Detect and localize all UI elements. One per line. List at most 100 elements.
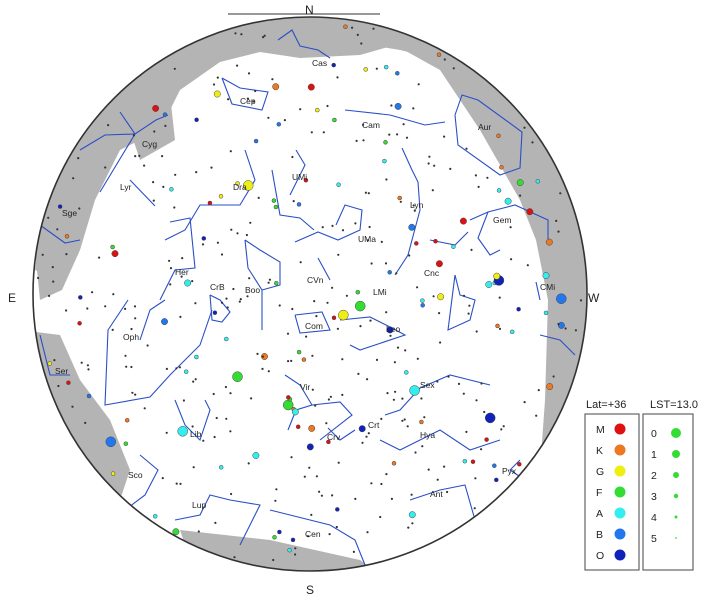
star bbox=[499, 165, 504, 170]
star bbox=[181, 257, 184, 260]
star bbox=[326, 301, 329, 304]
star bbox=[375, 67, 378, 70]
constellation-labels: Cas Cep Cam Aur Cyg Lyr Sge Dra UMi UMa … bbox=[55, 58, 555, 539]
star bbox=[322, 131, 325, 134]
star bbox=[526, 264, 529, 267]
star bbox=[86, 307, 89, 310]
const-label-oph: Oph bbox=[123, 332, 139, 342]
star bbox=[427, 162, 430, 165]
star bbox=[409, 385, 420, 396]
star bbox=[177, 426, 188, 437]
star bbox=[249, 221, 252, 224]
star bbox=[172, 528, 180, 536]
star bbox=[110, 471, 116, 476]
star bbox=[212, 392, 215, 396]
star bbox=[473, 507, 476, 510]
const-label-ser: Ser bbox=[55, 366, 68, 376]
star bbox=[267, 116, 270, 119]
star bbox=[475, 330, 478, 333]
star bbox=[504, 197, 512, 205]
star bbox=[164, 124, 167, 127]
star bbox=[134, 317, 137, 320]
star bbox=[272, 83, 280, 91]
const-label-cep: Cep bbox=[240, 96, 256, 106]
star bbox=[143, 407, 146, 410]
star bbox=[343, 24, 348, 29]
star bbox=[295, 424, 301, 430]
star bbox=[247, 72, 251, 75]
star bbox=[564, 327, 567, 330]
star bbox=[272, 535, 277, 540]
spectral-dot-m bbox=[614, 423, 626, 435]
star bbox=[402, 123, 405, 126]
star bbox=[331, 315, 337, 321]
star bbox=[130, 327, 133, 331]
star bbox=[52, 280, 55, 283]
star bbox=[261, 367, 264, 370]
star bbox=[287, 547, 292, 553]
star bbox=[271, 78, 274, 81]
star bbox=[494, 477, 499, 483]
star bbox=[261, 355, 264, 358]
star bbox=[416, 357, 419, 360]
star bbox=[516, 179, 524, 187]
star bbox=[226, 306, 229, 309]
star bbox=[335, 525, 338, 529]
star bbox=[557, 322, 560, 326]
star bbox=[379, 515, 382, 519]
star bbox=[235, 181, 240, 186]
const-label-cmi: CMi bbox=[540, 282, 555, 292]
star bbox=[86, 364, 89, 367]
const-label-hya: Hya bbox=[420, 430, 435, 440]
star bbox=[414, 451, 417, 454]
star bbox=[364, 191, 367, 194]
star bbox=[526, 208, 534, 216]
const-label-leo: Leo bbox=[386, 324, 400, 334]
star bbox=[336, 76, 339, 79]
star bbox=[509, 226, 512, 229]
star bbox=[191, 425, 194, 428]
compass-west: W bbox=[588, 291, 600, 305]
spectral-dot-k bbox=[614, 444, 626, 456]
star bbox=[134, 393, 137, 396]
const-label-sco: Sco bbox=[128, 470, 143, 480]
const-label-aur: Aur bbox=[478, 122, 491, 132]
spectral-dot-a bbox=[614, 507, 626, 519]
star bbox=[232, 287, 235, 291]
const-label-sge: Sge bbox=[62, 208, 77, 218]
star bbox=[86, 393, 92, 399]
star bbox=[395, 71, 400, 76]
star bbox=[559, 192, 562, 195]
compass-north: N bbox=[305, 3, 314, 17]
star bbox=[311, 354, 314, 357]
star bbox=[175, 482, 178, 485]
star bbox=[195, 171, 198, 174]
star bbox=[303, 475, 306, 478]
star bbox=[218, 194, 224, 199]
star bbox=[557, 230, 560, 233]
spectral-label-k: K bbox=[596, 445, 603, 457]
star bbox=[326, 104, 329, 108]
spectral-dot-g bbox=[614, 465, 626, 477]
star bbox=[496, 133, 501, 139]
star bbox=[437, 293, 445, 301]
star bbox=[299, 261, 302, 264]
star bbox=[485, 281, 493, 288]
star bbox=[420, 397, 423, 400]
star bbox=[362, 123, 365, 126]
star bbox=[351, 26, 354, 29]
star bbox=[287, 360, 290, 363]
star bbox=[261, 353, 268, 360]
star bbox=[294, 553, 297, 556]
star bbox=[380, 417, 383, 420]
star bbox=[65, 309, 68, 312]
star bbox=[405, 136, 409, 139]
star bbox=[519, 194, 522, 197]
spectral-label-g: G bbox=[596, 466, 604, 478]
star bbox=[354, 222, 357, 225]
star bbox=[216, 241, 219, 244]
legend-magnitude-box bbox=[642, 413, 694, 571]
star bbox=[467, 312, 470, 315]
star bbox=[250, 397, 253, 400]
